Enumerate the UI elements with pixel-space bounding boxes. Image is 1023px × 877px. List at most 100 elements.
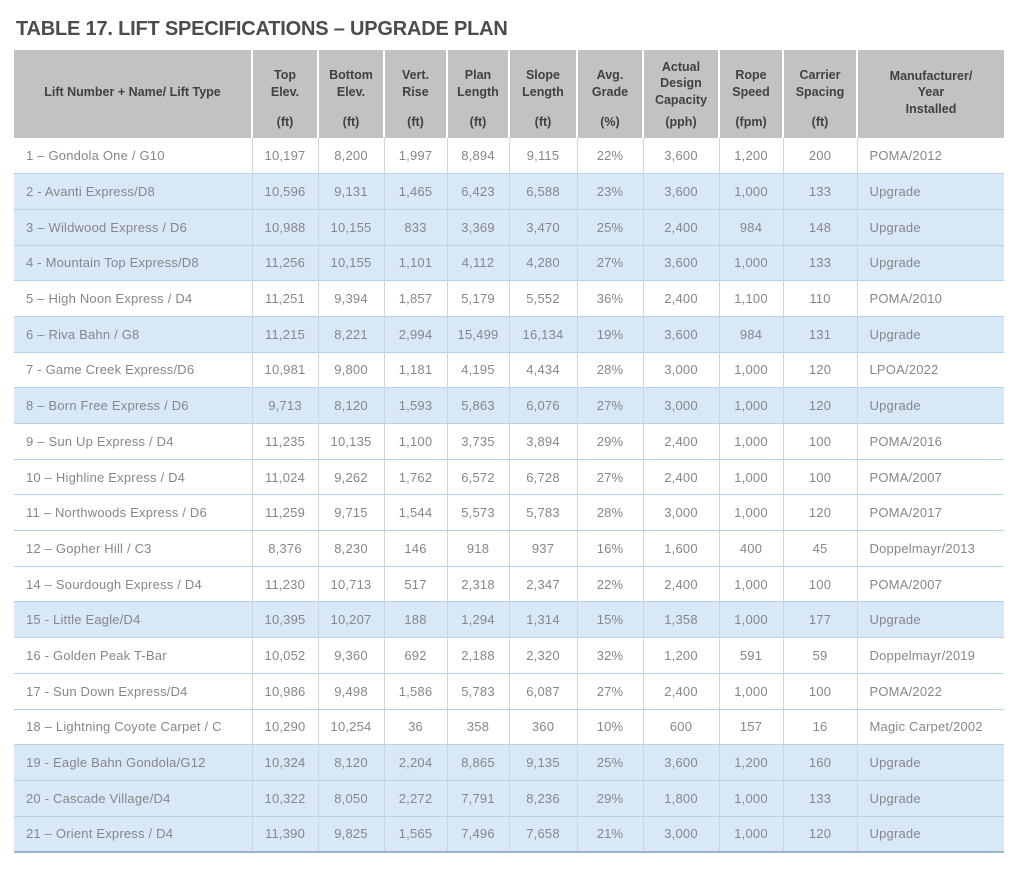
cell-bottom-elev: 9,800 [318,351,385,388]
table-row: 19 - Eagle Bahn Gondola/G12 10,324 8,120 2,… [14,744,1004,781]
cell-lift-name: 9 – Sun Up Express / D4 [14,423,253,460]
cell-avg-grade: 29% [577,423,644,460]
cell-bottom-elev: 9,131 [318,173,385,210]
cell-manufacturer-year: POMA/2022 [857,672,1004,709]
column-header-inner: Actual Design Capacity (pph) [644,50,718,138]
cell-bottom-elev: 8,200 [318,138,385,174]
cell-carrier-spacing: 100 [783,672,858,709]
cell-carrier-spacing: 177 [783,601,858,638]
cell-slope-length: 3,470 [509,208,578,246]
cell-plan-length: 3,369 [447,208,510,246]
cell-plan-length: 3,735 [447,423,510,460]
cell-plan-length: 2,188 [447,637,510,674]
column-header-vert-rise: Vert. Rise (ft) [384,50,448,138]
table-row: 7 - Game Creek Express/D6 10,981 9,800 1,18… [14,351,1004,388]
cell-design-capacity: 2,400 [643,423,720,460]
cell-plan-length: 2,318 [447,565,510,602]
cell-avg-grade: 27% [577,387,644,424]
column-header-bottom-elev: Bottom Elev. (ft) [318,50,385,138]
column-header-inner: Rope Speed (fpm) [720,50,782,138]
cell-lift-name: 20 - Cascade Village/D4 [14,779,253,817]
cell-plan-length: 5,783 [447,672,510,709]
cell-slope-length: 6,076 [509,387,578,424]
column-header-label: Vert. Rise [401,68,430,99]
cell-carrier-spacing: 59 [783,637,858,674]
cell-avg-grade: 16% [577,530,644,567]
cell-rope-speed: 1,000 [719,815,784,852]
cell-rope-speed: 1,000 [719,173,784,210]
column-header-label: Bottom Elev. [329,68,373,99]
cell-design-capacity: 2,400 [643,280,720,317]
cell-top-elev: 10,988 [252,208,319,246]
column-header-unit: (ft) [469,115,487,129]
cell-slope-length: 8,236 [509,779,578,817]
cell-bottom-elev: 10,207 [318,601,385,638]
column-header-inner: Plan Length (ft) [448,50,508,138]
cell-slope-length: 4,280 [509,244,578,281]
cell-plan-length: 358 [447,708,510,745]
column-header-label: Top Elev. [270,68,300,99]
cell-vert-rise: 1,100 [384,423,448,460]
cell-manufacturer-year: Magic Carpet/2002 [857,708,1004,745]
table-row: 10 – Highline Express / D4 11,024 9,262 1,7… [14,458,1004,495]
column-header-label: Avg. Grade [591,68,629,99]
cell-bottom-elev: 10,713 [318,565,385,602]
cell-manufacturer-year: Upgrade [857,815,1004,852]
cell-design-capacity: 3,000 [643,494,720,531]
cell-bottom-elev: 9,394 [318,280,385,317]
lift-specifications-table: Lift Number + Name/ Lift Type Top Elev. … [14,50,1004,853]
cell-avg-grade: 28% [577,494,644,531]
column-header-label: Manufacturer/ Year Installed [889,69,973,116]
cell-bottom-elev: 8,221 [318,315,385,353]
column-header-design-capacity: Actual Design Capacity (pph) [643,50,720,138]
cell-design-capacity: 1,600 [643,530,720,567]
cell-top-elev: 11,390 [252,815,319,852]
cell-avg-grade: 22% [577,138,644,174]
cell-design-capacity: 2,400 [643,565,720,602]
cell-lift-name: 15 - Little Eagle/D4 [14,601,253,638]
cell-slope-length: 1,314 [509,601,578,638]
cell-plan-length: 5,573 [447,494,510,531]
cell-lift-name: 11 – Northwoods Express / D6 [14,494,253,531]
cell-vert-rise: 1,181 [384,351,448,388]
cell-slope-length: 360 [509,708,578,745]
cell-bottom-elev: 9,498 [318,672,385,709]
cell-design-capacity: 2,400 [643,208,720,246]
cell-manufacturer-year: Upgrade [857,315,1004,353]
cell-slope-length: 6,728 [509,458,578,495]
cell-plan-length: 4,112 [447,244,510,281]
cell-avg-grade: 23% [577,173,644,210]
cell-rope-speed: 984 [719,208,784,246]
cell-manufacturer-year: POMA/2017 [857,494,1004,531]
table-row: 11 – Northwoods Express / D6 11,259 9,715 1… [14,494,1004,531]
cell-manufacturer-year: Upgrade [857,779,1004,817]
cell-lift-name: 2 - Avanti Express/D8 [14,173,253,210]
cell-rope-speed: 1,000 [719,387,784,424]
cell-top-elev: 10,322 [252,779,319,817]
cell-top-elev: 11,230 [252,565,319,602]
cell-rope-speed: 1,000 [719,351,784,388]
cell-lift-name: 19 - Eagle Bahn Gondola/G12 [14,744,253,781]
cell-avg-grade: 25% [577,208,644,246]
table-row: 5 – High Noon Express / D4 11,251 9,394 1,8… [14,280,1004,317]
cell-vert-rise: 1,586 [384,672,448,709]
column-header-unit: (fpm) [735,115,767,129]
cell-carrier-spacing: 120 [783,387,858,424]
column-header-inner: Lift Number + Name/ Lift Type [14,50,251,138]
cell-manufacturer-year: POMA/2007 [857,458,1004,495]
cell-plan-length: 1,294 [447,601,510,638]
table-row: 9 – Sun Up Express / D4 11,235 10,135 1,100… [14,423,1004,460]
cell-manufacturer-year: POMA/2007 [857,565,1004,602]
cell-manufacturer-year: Upgrade [857,173,1004,210]
cell-carrier-spacing: 131 [783,315,858,353]
cell-top-elev: 8,376 [252,530,319,567]
cell-manufacturer-year: Upgrade [857,244,1004,281]
table-row: 20 - Cascade Village/D4 10,322 8,050 2,272 7… [14,779,1004,817]
column-header-inner: Carrier Spacing (ft) [784,50,856,138]
cell-manufacturer-year: POMA/2012 [857,138,1004,174]
cell-lift-name: 1 – Gondola One / G10 [14,138,253,174]
cell-plan-length: 15,499 [447,315,510,353]
cell-avg-grade: 21% [577,815,644,852]
table-row: 16 - Golden Peak T-Bar 10,052 9,360 692 2,18… [14,637,1004,674]
cell-vert-rise: 833 [384,208,448,246]
